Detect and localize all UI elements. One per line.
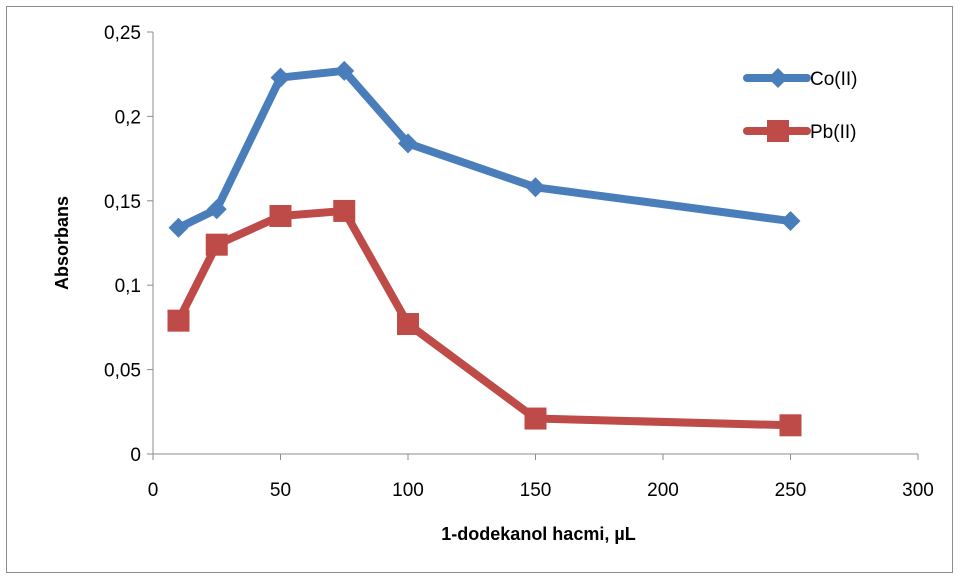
x-axis-title: 1-dodekanol hacmi, µL [441,524,635,544]
y-tick-label: 0 [130,445,141,466]
data-point [397,313,419,336]
x-tick-label: 100 [392,480,424,501]
x-tick-label: 50 [270,480,291,501]
series-1 [168,60,801,238]
x-tick-label: 200 [647,480,679,501]
y-tick-label: 0,25 [104,23,141,44]
series-layer [167,60,802,437]
data-point [167,309,190,332]
data-point [524,407,547,430]
legend-marker [768,68,788,88]
data-point [270,67,291,88]
data-point [779,414,802,437]
legend: Co(II) Pb(II) [743,68,858,143]
y-tick-label: 0,1 [115,276,141,297]
legend-label: Co(II) [810,69,858,90]
legend-item-1: Co(II) [743,68,858,90]
y-axis-title: Absorbans [52,196,72,290]
data-point [398,133,418,154]
data-point [206,199,227,220]
legend-item-2: Pb(II) [743,120,856,143]
data-point [525,177,546,198]
legend-marker [767,120,789,142]
y-tick-label: 0,15 [104,192,141,213]
x-tick-label: 250 [775,480,807,501]
y-tick-label: 0,05 [104,361,141,382]
data-point [205,233,228,256]
data-point [269,204,292,227]
data-point [334,60,355,81]
legend-label: Pb(II) [810,122,856,143]
x-tick-label: 150 [520,480,552,501]
chart-frame [6,6,953,573]
series-line [174,66,795,232]
x-tick-label: 300 [902,480,934,501]
y-tick-label: 0,2 [115,107,141,128]
series-line [174,206,795,430]
axes: 0 0,05 0,1 0,15 0,2 0,25 0 50 100 150 200 250 300 [104,23,934,501]
x-tick-label: 0 [148,480,159,501]
data-point [333,199,356,222]
data-point [168,217,189,238]
data-point [780,211,801,232]
series-2 [167,199,802,437]
